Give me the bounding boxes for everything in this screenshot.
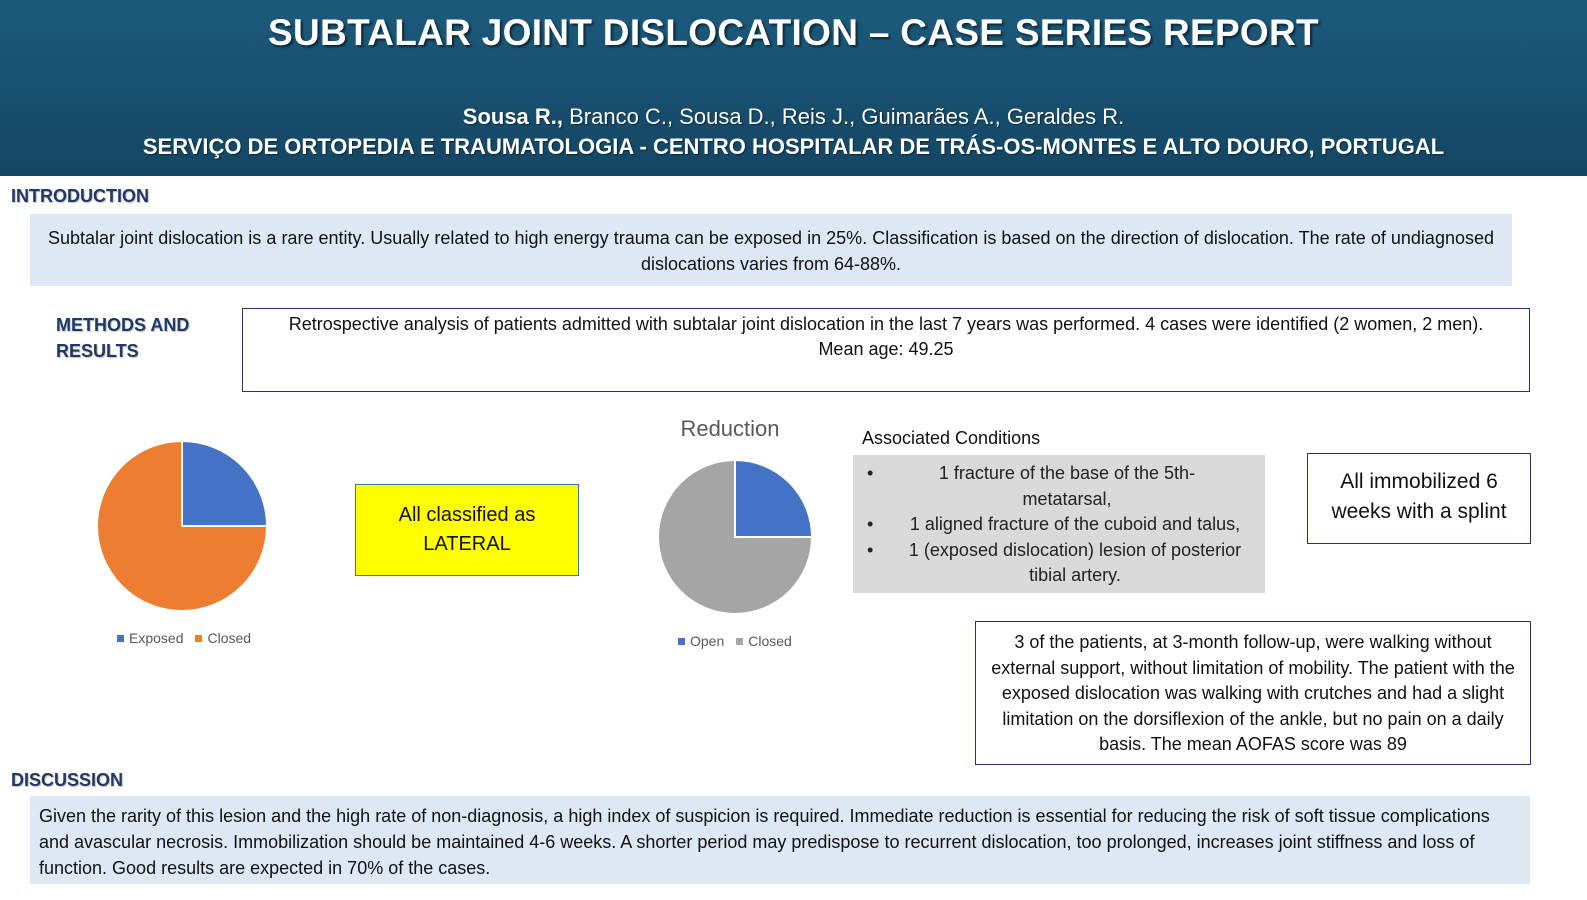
methods-heading: METHODS AND RESULTS [56,312,189,364]
legend-swatch-exposed [117,635,124,642]
legend-item-open: Open [678,633,724,649]
list-item: 1 (exposed dislocation) lesion of poster… [861,538,1255,589]
legend-item-exposed: Exposed [117,630,183,646]
associated-conditions-title: Associated Conditions [862,428,1041,448]
discussion-heading: DISCUSSION [11,770,124,790]
legend-item-reduction-closed: Closed [736,633,792,649]
methods-text-box: Retrospective analysis of patients admit… [242,308,1530,392]
methods-text: Retrospective analysis of patients admit… [288,314,1484,334]
authors-line: Sousa R., Branco C., Sousa D., Reis J., … [0,104,1587,130]
reduction-pie-chart [657,458,814,615]
list-item: 1 fracture of the base of the 5th-metata… [861,461,1255,512]
followup-box: 3 of the patients, at 3-month follow-up,… [975,621,1531,765]
legend-swatch-closed [195,635,203,642]
immobilization-box: All immobilized 6 weeks with a splint [1307,453,1531,544]
associated-conditions-list: 1 fracture of the base of the 5th-metata… [861,461,1255,589]
legend-label-open: Open [690,633,725,649]
exposure-legend: Exposed Closed [117,630,263,646]
introduction-heading: INTRODUCTION [11,186,149,206]
poster-title: SUBTALAR JOINT DISLOCATION – CASE SERIES… [268,12,1319,53]
reduction-slice-open [734,458,814,538]
classification-line1: All classified as [398,504,536,526]
legend-label-reduction-closed: Closed [748,633,792,649]
reduction-legend: Open Closed [678,633,804,649]
methods-heading-line2: RESULTS [56,341,139,361]
list-item: 1 aligned fracture of the cuboid and tal… [861,512,1255,538]
legend-label-exposed: Exposed [129,630,184,646]
legend-swatch-open [678,638,685,645]
legend-label-closed: Closed [207,630,252,646]
legend-swatch-reduction-closed [736,638,744,645]
legend-item-closed: Closed [195,630,251,646]
classification-line2: LATERAL [423,533,511,555]
methods-heading-line1: METHODS AND [56,315,190,335]
other-authors: Branco C., Sousa D., Reis J., Guimarães … [563,104,1125,129]
introduction-text: Subtalar joint dislocation is a rare ent… [30,214,1512,286]
lead-author: Sousa R., [462,104,564,129]
exposure-slice-closed [96,439,269,612]
exposure-pie-chart [96,439,269,612]
reduction-chart-title: Reduction [680,416,780,441]
affiliation: SERVIÇO DE ORTOPEDIA E TRAUMATOLOGIA - C… [142,134,1445,159]
discussion-text: Given the rarity of this lesion and the … [30,796,1530,884]
associated-conditions-box: 1 fracture of the base of the 5th-metata… [853,455,1265,593]
exposure-slice-exposed [181,439,269,527]
reduction-slice-closed [657,458,814,615]
classification-box: All classified as LATERAL [355,484,579,576]
mean-age-text: Mean age: 49.25 [818,339,954,359]
header-banner: SUBTALAR JOINT DISLOCATION – CASE SERIES… [0,0,1587,176]
